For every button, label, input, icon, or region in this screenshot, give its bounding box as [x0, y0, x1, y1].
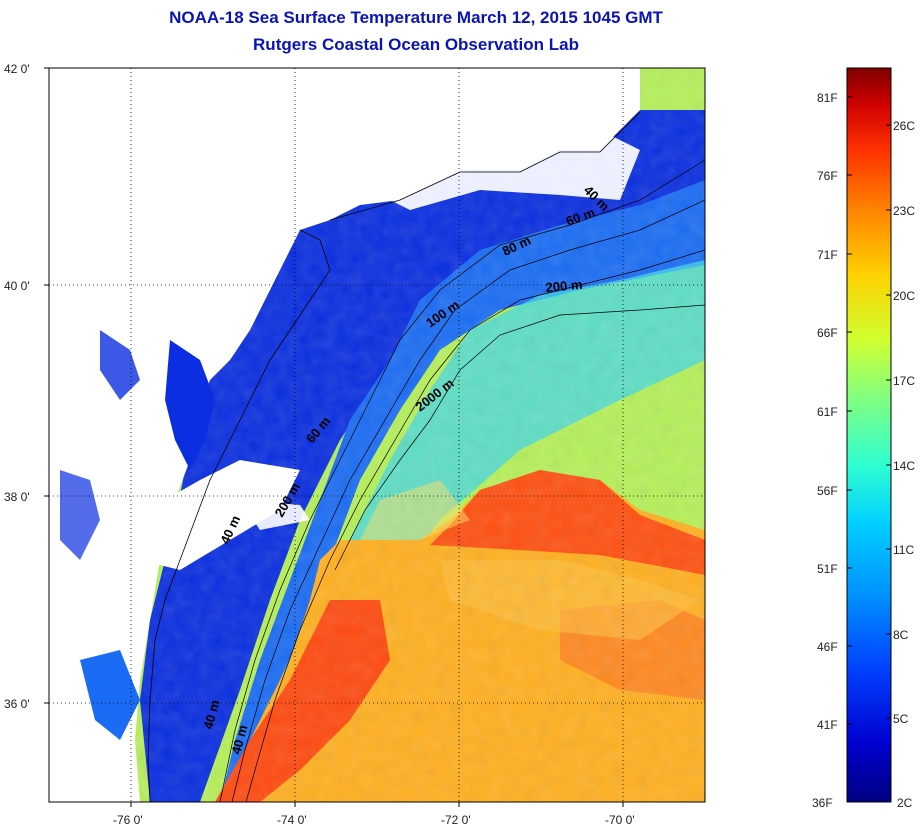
colorbar-f-label: 81F	[817, 91, 838, 105]
colorbar-c-label: 17C	[893, 374, 915, 388]
colorbar-f-label: 76F	[817, 169, 838, 183]
colorbar-c-label: 8C	[893, 628, 909, 642]
colorbar-f-label: 56F	[817, 484, 838, 498]
lon-label: -76 0'	[113, 813, 143, 827]
colorbar-f-label: 36F	[812, 796, 833, 810]
bathymetry-contours	[219, 159, 705, 802]
axis-ticks	[44, 67, 624, 807]
map-title: NOAA-18 Sea Surface Temperature March 12…	[169, 8, 663, 27]
sst-field	[49, 68, 705, 802]
colorbar-c-label: 26C	[893, 119, 915, 133]
colorbar-c-label: 5C	[893, 712, 909, 726]
colorbar-f-label: 61F	[817, 405, 838, 419]
lat-label: 36 0'	[4, 697, 30, 711]
lat-label: 42 0'	[4, 62, 30, 76]
contour-label: 40 m	[200, 698, 222, 731]
lat-label: 40 0'	[4, 279, 30, 293]
lat-label: 38 0'	[4, 490, 30, 504]
map-frame	[48, 67, 706, 803]
colorbar-c-label: 14C	[893, 459, 915, 473]
colorbar-c-label: 2C	[897, 796, 913, 810]
lon-label: -74 0'	[277, 813, 307, 827]
colorbar-scale	[846, 67, 892, 803]
colorbar-c-label: 20C	[893, 289, 915, 303]
lon-label: -70 0'	[605, 813, 635, 827]
map-grid	[49, 68, 705, 802]
colorbar-f-label: 71F	[817, 248, 838, 262]
contour-label: 200 m	[545, 277, 583, 295]
colorbar-f-label: 66F	[817, 326, 838, 340]
lon-label: -72 0'	[441, 813, 471, 827]
colorbar-f-label: 46F	[817, 640, 838, 654]
colorbar-f-label: 51F	[817, 562, 838, 576]
colorbar-c-label: 23C	[893, 204, 915, 218]
contour-label: 40 m	[228, 723, 250, 756]
colorbar-c-label: 11C	[893, 543, 914, 557]
colorbar-f-label: 41F	[817, 718, 838, 732]
map-subtitle: Rutgers Coastal Ocean Observation Lab	[253, 35, 579, 54]
